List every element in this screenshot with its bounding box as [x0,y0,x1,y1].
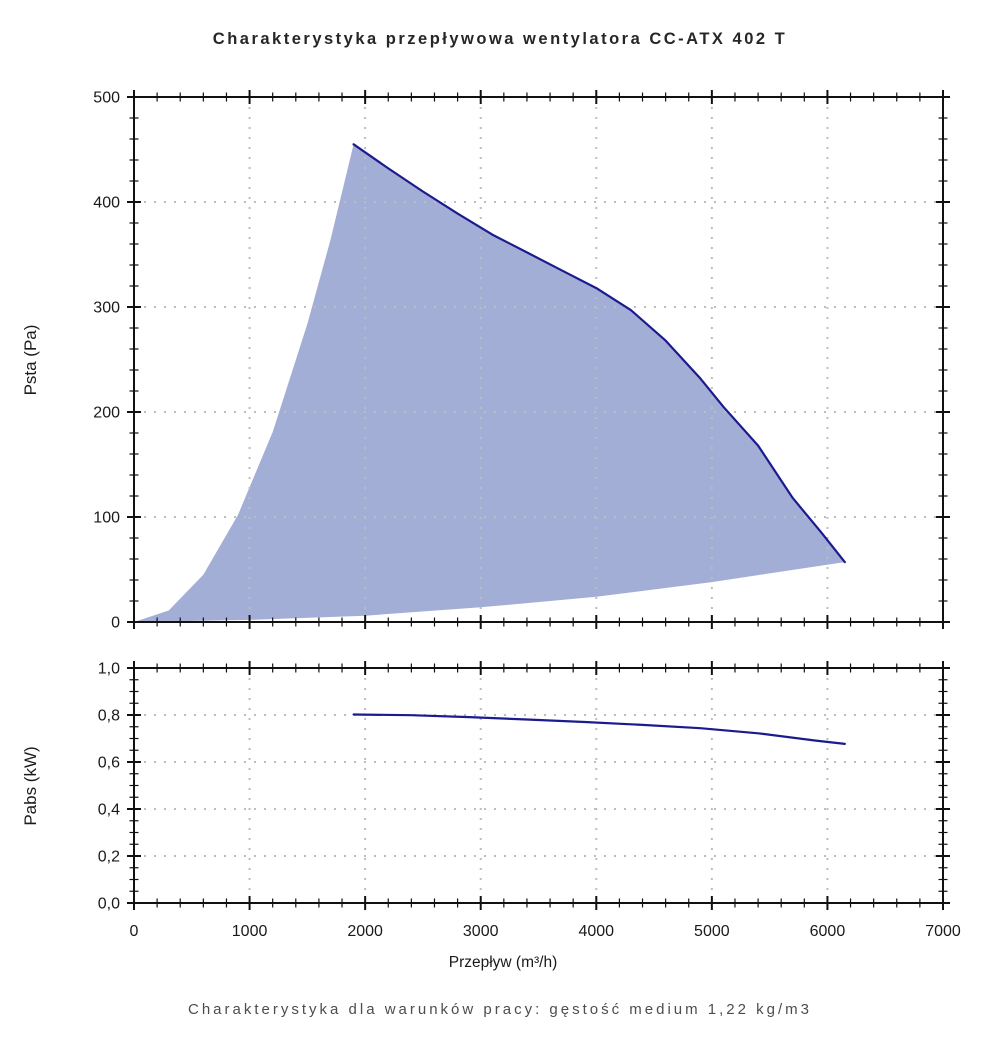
x-tick-label: 5000 [694,923,730,940]
y-tick-label: 0,4 [98,802,120,819]
x-axis-label: Przepływ (m³/h) [448,954,558,971]
y-tick-label: 0,0 [98,896,120,913]
plot-frame [133,96,944,623]
x-tick-label: 1000 [232,923,268,940]
x-tick-label: 7000 [925,923,961,940]
y-tick-label: 200 [93,405,120,422]
y-tick-label: 0 [111,615,120,632]
operating-envelope-area [134,144,845,623]
y-tick-label: 0,2 [98,849,120,866]
max-performance-curve [352,143,846,564]
y-tick-label: 500 [93,90,120,107]
y-tick-label: 1,0 [98,661,120,678]
chart-power: 0,0 0,2 0,4 0,6 0,8 1,0 [98,661,950,913]
y-tick-label: 0,8 [98,708,120,725]
gridlines [134,668,943,903]
x-tick-label: 6000 [810,923,846,940]
absorbed-power-curve [352,713,846,746]
x-tick-label: 3000 [463,923,499,940]
plot-frame [133,667,944,904]
axis-ticks [127,90,950,629]
y-tick-label: 300 [93,300,120,317]
chart-pressure: 0 100 200 300 400 500 [93,90,950,632]
x-tick-label: 4000 [578,923,614,940]
y-tick-label: 0,6 [98,755,120,772]
x-tick-label: 0 [130,923,139,940]
y-tick-label: 400 [93,195,120,212]
x-tick-label: 2000 [347,923,383,940]
chart-title: Charakterystyka przepływowa wentylatora … [212,30,788,48]
axis-ticks [127,661,950,910]
operating-conditions-note: Charakterystyka dla warunków pracy: gęst… [187,1001,813,1018]
y-tick-label: 100 [93,510,120,527]
